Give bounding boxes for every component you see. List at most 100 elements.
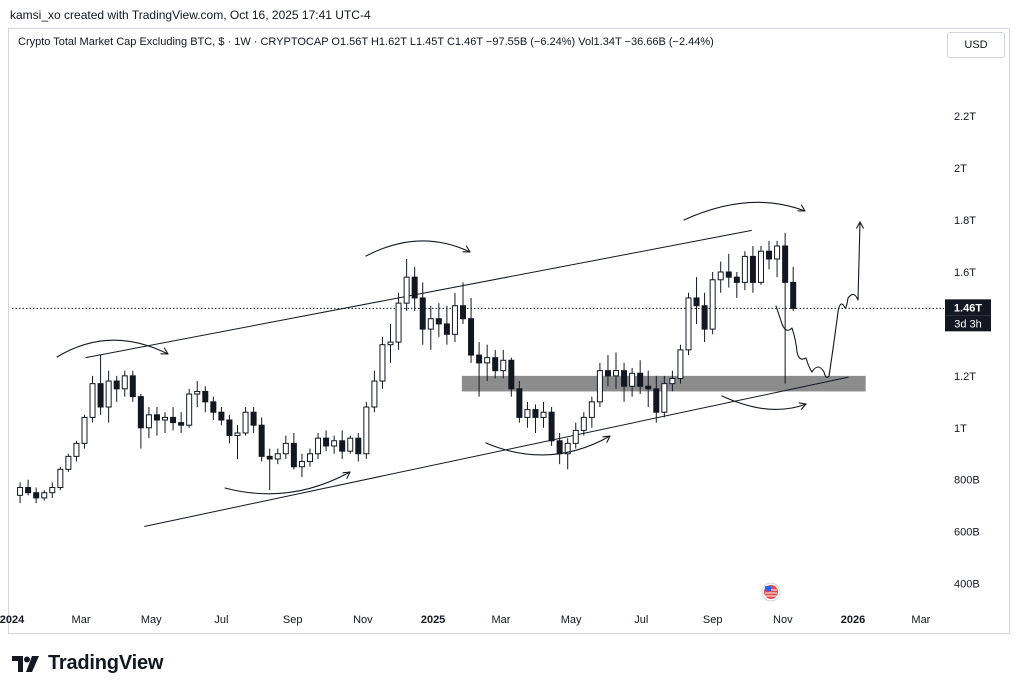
channel-lower-line[interactable] — [144, 376, 849, 527]
candle[interactable] — [105, 370, 112, 423]
candle[interactable] — [782, 233, 789, 384]
candle[interactable] — [637, 360, 644, 395]
candle[interactable] — [492, 349, 499, 379]
candle[interactable] — [749, 246, 756, 293]
candle[interactable] — [121, 370, 128, 397]
candle[interactable] — [757, 246, 764, 285]
candle[interactable] — [443, 305, 450, 345]
candle[interactable] — [709, 271, 716, 335]
candle[interactable] — [250, 407, 257, 433]
candle[interactable] — [774, 240, 781, 278]
candle[interactable] — [218, 407, 225, 426]
candle[interactable] — [395, 292, 402, 350]
candle[interactable] — [387, 323, 394, 363]
candle[interactable] — [403, 258, 410, 311]
candle[interactable] — [476, 342, 483, 397]
candle[interactable] — [234, 425, 241, 459]
candle[interactable] — [508, 357, 515, 397]
candle[interactable] — [89, 375, 96, 423]
candle[interactable] — [604, 355, 611, 387]
candle[interactable] — [717, 261, 724, 293]
candle[interactable] — [669, 370, 676, 392]
candle[interactable] — [701, 292, 708, 343]
candle[interactable] — [137, 394, 144, 449]
candle[interactable] — [258, 417, 265, 462]
us-flag-icon[interactable] — [761, 582, 781, 602]
candle[interactable] — [564, 438, 571, 470]
candle[interactable] — [500, 349, 507, 379]
candle[interactable] — [419, 282, 426, 345]
candle[interactable] — [17, 482, 24, 504]
candle[interactable] — [145, 407, 152, 439]
candle[interactable] — [371, 370, 378, 413]
candle[interactable] — [81, 414, 88, 449]
candle[interactable] — [363, 401, 370, 459]
candle[interactable] — [733, 271, 740, 298]
candle[interactable] — [65, 453, 72, 472]
candle[interactable] — [25, 479, 32, 496]
candle[interactable] — [129, 370, 136, 402]
candle[interactable] — [306, 448, 313, 467]
candle[interactable] — [451, 292, 458, 343]
candle[interactable] — [653, 375, 660, 423]
candle[interactable] — [629, 368, 636, 397]
candle[interactable] — [210, 396, 217, 421]
candle[interactable] — [274, 448, 281, 465]
channel-upper-line[interactable] — [85, 229, 752, 359]
candle[interactable] — [202, 386, 209, 413]
candle[interactable] — [339, 430, 346, 459]
candle[interactable] — [459, 282, 466, 324]
currency-button[interactable]: USD — [947, 32, 1005, 58]
candle[interactable] — [427, 305, 434, 350]
candle[interactable] — [355, 432, 362, 462]
candle[interactable] — [178, 412, 185, 433]
candle[interactable] — [41, 490, 48, 501]
candle[interactable] — [242, 407, 249, 436]
candle[interactable] — [484, 344, 491, 382]
candle[interactable] — [572, 422, 579, 449]
candle[interactable] — [516, 381, 523, 423]
candle[interactable] — [685, 292, 692, 356]
candle[interactable] — [73, 440, 80, 462]
candle[interactable] — [194, 381, 201, 408]
candle[interactable] — [315, 432, 322, 459]
candle[interactable] — [540, 401, 547, 428]
candle[interactable] — [57, 466, 64, 491]
candle[interactable] — [153, 407, 160, 436]
candle[interactable] — [331, 435, 338, 454]
candle[interactable] — [621, 362, 628, 402]
candle[interactable] — [347, 435, 354, 454]
candle[interactable] — [323, 430, 330, 452]
candle[interactable] — [524, 401, 531, 428]
candle[interactable] — [411, 266, 418, 311]
candle[interactable] — [613, 352, 620, 389]
candle[interactable] — [790, 266, 797, 311]
candle[interactable] — [226, 414, 233, 444]
candle[interactable] — [435, 303, 442, 337]
candle[interactable] — [468, 297, 475, 363]
candle[interactable] — [693, 277, 700, 324]
candle[interactable] — [548, 407, 555, 446]
candle[interactable] — [290, 432, 297, 470]
candle[interactable] — [766, 240, 773, 270]
candle[interactable] — [532, 404, 539, 433]
candle[interactable] — [113, 375, 120, 402]
candle[interactable] — [741, 251, 748, 291]
candle[interactable] — [379, 336, 386, 389]
candle[interactable] — [645, 370, 652, 408]
candle[interactable] — [588, 396, 595, 428]
candle[interactable] — [580, 412, 587, 436]
chart-panel[interactable] — [8, 28, 1010, 634]
candle[interactable] — [186, 388, 193, 428]
candle[interactable] — [33, 487, 40, 504]
candle[interactable] — [282, 435, 289, 459]
candle[interactable] — [298, 453, 305, 478]
candle[interactable] — [170, 407, 177, 431]
candle[interactable] — [49, 482, 56, 498]
candle[interactable] — [725, 253, 732, 288]
candle[interactable] — [661, 375, 668, 418]
candle[interactable] — [266, 448, 273, 491]
candle[interactable] — [162, 412, 169, 433]
candle[interactable] — [596, 362, 603, 408]
